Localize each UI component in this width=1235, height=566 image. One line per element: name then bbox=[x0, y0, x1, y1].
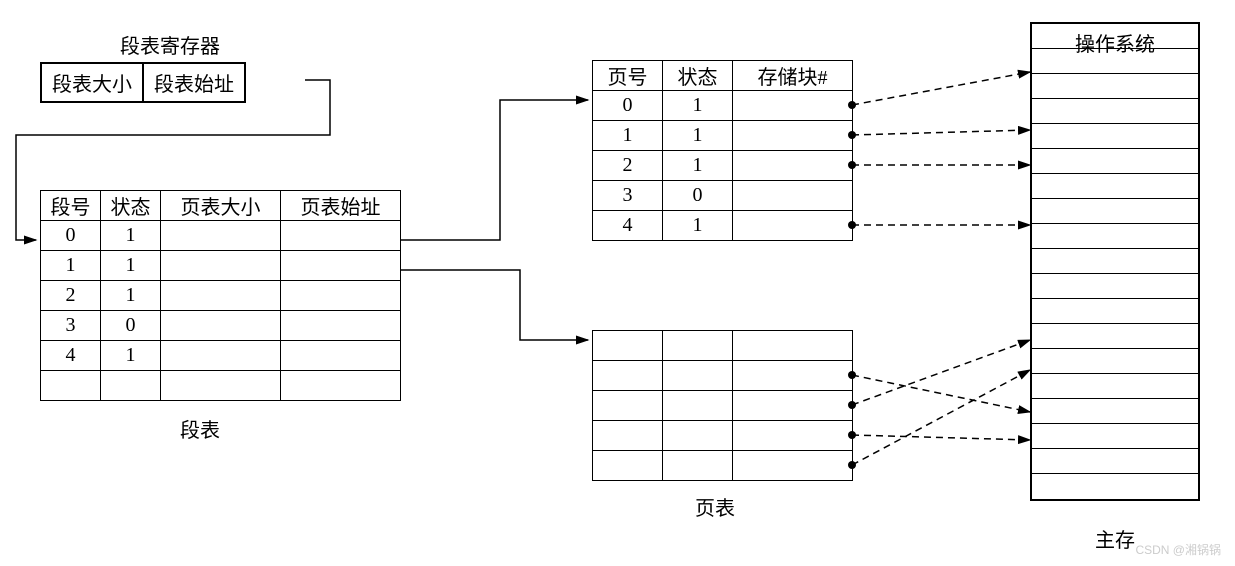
register-cell-size: 段表大小 bbox=[42, 64, 144, 101]
table-row bbox=[593, 331, 853, 361]
segment-table-title: 段表 bbox=[180, 414, 220, 443]
register-cell-addr: 段表始址 bbox=[144, 64, 244, 101]
memory-row bbox=[1032, 249, 1198, 274]
table-row bbox=[593, 421, 853, 451]
table-row bbox=[41, 371, 401, 401]
segment-table: 段号 状态 页表大小 页表始址 01 11 21 30 41 bbox=[40, 190, 401, 401]
table-row: 01 bbox=[593, 91, 853, 121]
memory-row bbox=[1032, 349, 1198, 374]
memory-row bbox=[1032, 474, 1198, 499]
memory-row bbox=[1032, 224, 1198, 249]
segment-table-header: 段号 状态 页表大小 页表始址 bbox=[41, 191, 401, 221]
memory-row bbox=[1032, 124, 1198, 149]
watermark: CSDN @湘锅锅 bbox=[1135, 541, 1221, 558]
table-row: 41 bbox=[41, 341, 401, 371]
segment-register: 段表大小 段表始址 bbox=[40, 62, 246, 103]
memory-row bbox=[1032, 374, 1198, 399]
register-title: 段表寄存器 bbox=[120, 30, 220, 59]
memory-row bbox=[1032, 74, 1198, 99]
table-row bbox=[593, 361, 853, 391]
table-row: 11 bbox=[41, 251, 401, 281]
memory-header: 操作系统 bbox=[1032, 24, 1198, 49]
memory-row bbox=[1032, 449, 1198, 474]
page-table-bottom bbox=[592, 330, 853, 481]
table-row: 30 bbox=[593, 181, 853, 211]
memory-row bbox=[1032, 399, 1198, 424]
table-row: 01 bbox=[41, 221, 401, 251]
table-row bbox=[593, 451, 853, 481]
page-table-top: 页号 状态 存储块# 01 11 21 30 41 bbox=[592, 60, 853, 241]
table-row bbox=[593, 391, 853, 421]
page-table-title: 页表 bbox=[695, 492, 735, 521]
memory-row bbox=[1032, 299, 1198, 324]
memory-row bbox=[1032, 174, 1198, 199]
table-row: 30 bbox=[41, 311, 401, 341]
memory-row bbox=[1032, 424, 1198, 449]
table-row: 21 bbox=[41, 281, 401, 311]
memory-row bbox=[1032, 199, 1198, 224]
table-row: 11 bbox=[593, 121, 853, 151]
memory-row bbox=[1032, 149, 1198, 174]
memory-title: 主存 bbox=[1095, 524, 1135, 553]
memory-row bbox=[1032, 274, 1198, 299]
page-table-header: 页号 状态 存储块# bbox=[593, 61, 853, 91]
table-row: 21 bbox=[593, 151, 853, 181]
table-row: 41 bbox=[593, 211, 853, 241]
memory-row bbox=[1032, 99, 1198, 124]
main-memory: 操作系统 bbox=[1030, 22, 1200, 501]
memory-row bbox=[1032, 324, 1198, 349]
